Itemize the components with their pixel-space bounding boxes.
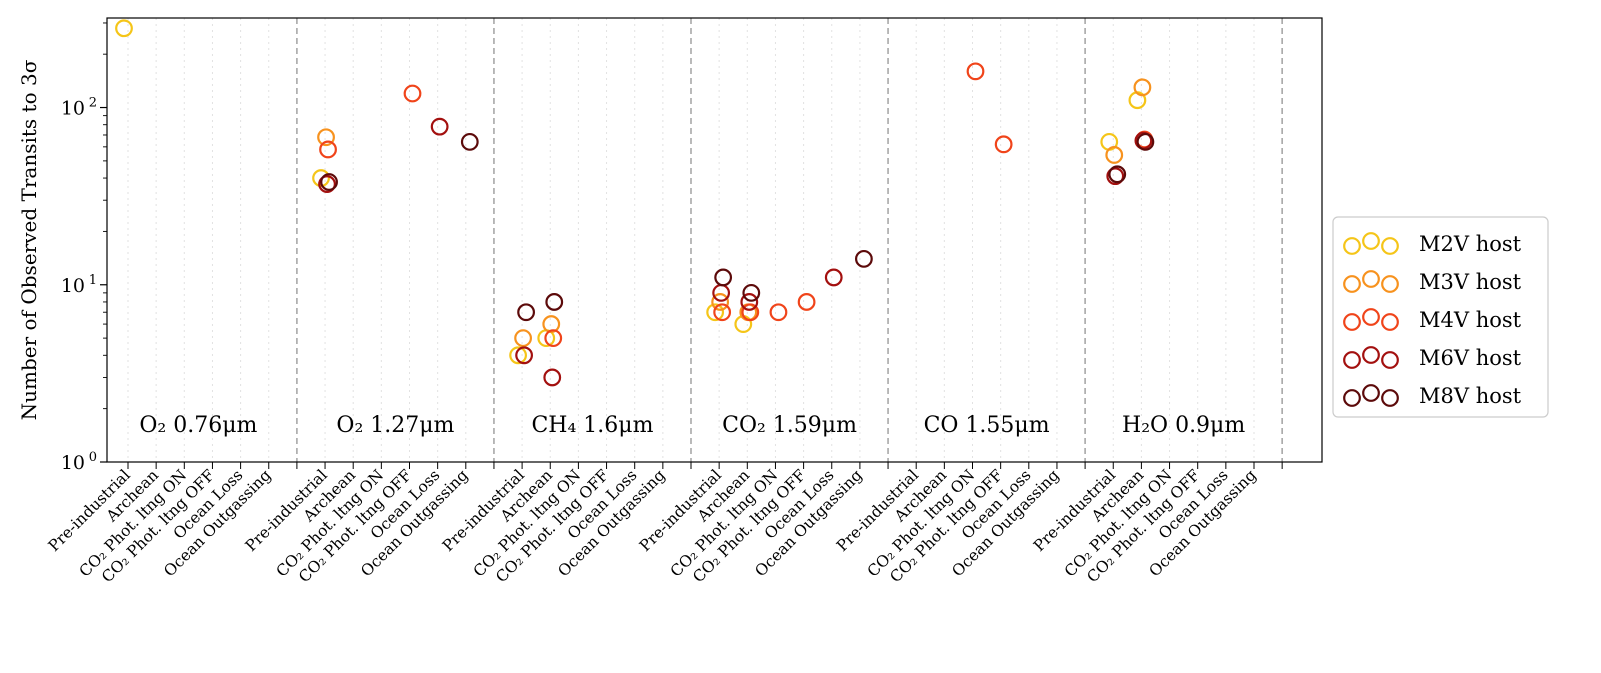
legend: M2V host M3V host M4V host M6V host M8V host [1332, 216, 1549, 418]
data-point [430, 117, 449, 136]
legend-marker [1362, 270, 1380, 288]
legend-marker [1343, 351, 1361, 369]
data-point [517, 303, 535, 322]
legend-marker [1381, 389, 1399, 407]
data-point [824, 268, 843, 287]
data-points [115, 19, 1155, 387]
legend-marker [1381, 275, 1399, 293]
group-label: O₂ 0.76μm [139, 413, 257, 438]
legend-marker [1381, 351, 1399, 369]
data-point [740, 293, 759, 311]
group-labels: O₂ 0.76μm O₂ 1.27μm CH₄ 1.6μm CO₂ 1.59μm CO … [139, 413, 1245, 438]
group-separators [296, 18, 1283, 462]
data-point [706, 303, 725, 322]
plot-frame [106, 17, 1323, 463]
y-axis-label: Number of Observed Transits to 3σ [17, 59, 41, 420]
legend-marker [1343, 389, 1361, 407]
y-tick-exponent: 1 [89, 273, 97, 288]
data-point [1133, 78, 1152, 97]
data-point [543, 368, 562, 387]
legend-label: M2V host [1419, 232, 1522, 256]
data-point [769, 303, 788, 322]
y-axis: 10 0 10 1 10 2 [61, 22, 107, 474]
legend-marker [1362, 384, 1380, 402]
data-point [713, 303, 732, 322]
data-point [742, 283, 761, 302]
y-tick-label: 10 [61, 275, 85, 297]
data-point [1136, 132, 1155, 151]
legend-marker [1362, 346, 1380, 364]
data-point [1106, 167, 1125, 186]
legend-marker [1343, 275, 1361, 293]
group-label: H₂O 0.9μm [1122, 413, 1245, 438]
data-point [403, 84, 422, 103]
data-point [855, 249, 873, 268]
data-point [1105, 146, 1124, 164]
data-point [509, 346, 527, 365]
data-point [1108, 165, 1127, 184]
legend-marker [1362, 308, 1380, 326]
y-tick-label: 10 [61, 98, 85, 120]
data-point [712, 283, 731, 302]
legend-marker [1362, 232, 1380, 250]
legend-label: M6V host [1419, 346, 1522, 370]
y-tick-label: 10 [61, 452, 85, 474]
legend-marker [1343, 237, 1361, 255]
data-point [545, 293, 564, 311]
legend-marker [1381, 237, 1399, 255]
data-point [741, 303, 760, 322]
data-point [318, 175, 336, 193]
group-label: CO₂ 1.59μm [722, 413, 857, 438]
group-label: CH₄ 1.6μm [531, 413, 653, 438]
data-point [544, 329, 563, 348]
legend-label: M8V host [1419, 384, 1522, 408]
grid-layer [127, 18, 1255, 462]
data-point [797, 293, 816, 311]
legend-label: M4V host [1419, 308, 1522, 332]
group-label: CO 1.55μm [924, 413, 1050, 438]
legend-label: M3V host [1419, 270, 1522, 294]
data-point [711, 293, 730, 311]
data-point [320, 173, 338, 191]
y-tick-exponent: 0 [89, 450, 97, 465]
y-tick-exponent: 2 [89, 96, 97, 111]
data-point [966, 62, 985, 81]
data-point [317, 128, 335, 147]
group-label: O₂ 1.27μm [336, 413, 454, 438]
data-point [115, 19, 133, 38]
legend-marker [1381, 313, 1399, 331]
data-point [460, 132, 479, 151]
data-point [515, 346, 533, 365]
data-point [542, 315, 561, 333]
data-point [714, 268, 733, 287]
legend-marker [1343, 313, 1361, 331]
data-point [994, 135, 1013, 154]
data-point [319, 140, 337, 159]
data-point [514, 329, 532, 348]
